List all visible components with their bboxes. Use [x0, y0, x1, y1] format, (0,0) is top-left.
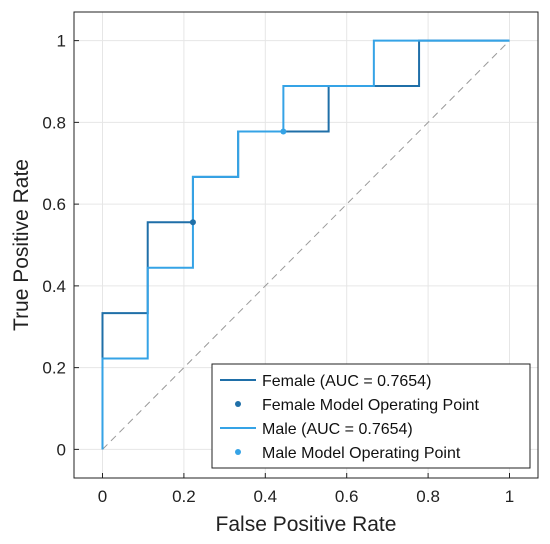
y-tick-label: 0.8 — [42, 113, 66, 132]
legend-label: Female (AUC = 0.7654) — [262, 373, 431, 390]
legend-box — [211, 363, 531, 469]
legend-label: Female Model Operating Point — [262, 397, 480, 414]
male-model-operating-point-marker — [280, 128, 287, 135]
y-tick-label: 0.6 — [42, 195, 66, 214]
x-tick-label: 1 — [505, 487, 514, 506]
y-tick-label: 0.4 — [42, 277, 66, 296]
grid-lines — [74, 12, 538, 478]
male-roc-line — [101, 39, 510, 450]
x-tick-label: 0.2 — [172, 487, 196, 506]
legend-swatch-marker — [235, 449, 241, 455]
legend-label: Male (AUC = 0.7654) — [262, 421, 413, 438]
y-tick-label: 0.2 — [42, 359, 66, 378]
y-axis-ticks: 0 0.2 0.4 0.6 0.8 1 — [42, 32, 79, 459]
legend-swatch-marker — [235, 401, 241, 407]
x-axis-ticks: 0 0.2 0.4 0.6 0.8 1 — [98, 473, 514, 506]
y-tick-label: 1 — [57, 32, 66, 51]
y-tick-label: 0 — [57, 440, 66, 459]
x-tick-label: 0.4 — [253, 487, 277, 506]
x-tick-label: 0.6 — [335, 487, 359, 506]
series-layer — [101, 39, 510, 450]
legend-label: Male Model Operating Point — [262, 445, 461, 462]
x-tick-label: 0.8 — [416, 487, 440, 506]
plot-frame — [73, 11, 539, 479]
chance-diagonal-line — [102, 40, 510, 450]
x-axis-label: False Positive Rate — [216, 513, 397, 536]
y-axis-label: True Positive Rate — [10, 159, 33, 331]
x-tick-label: 0 — [98, 487, 107, 506]
female-model-operating-point-marker — [189, 219, 196, 226]
legend: Female (AUC = 0.7654) Female Model Operat… — [211, 363, 531, 469]
